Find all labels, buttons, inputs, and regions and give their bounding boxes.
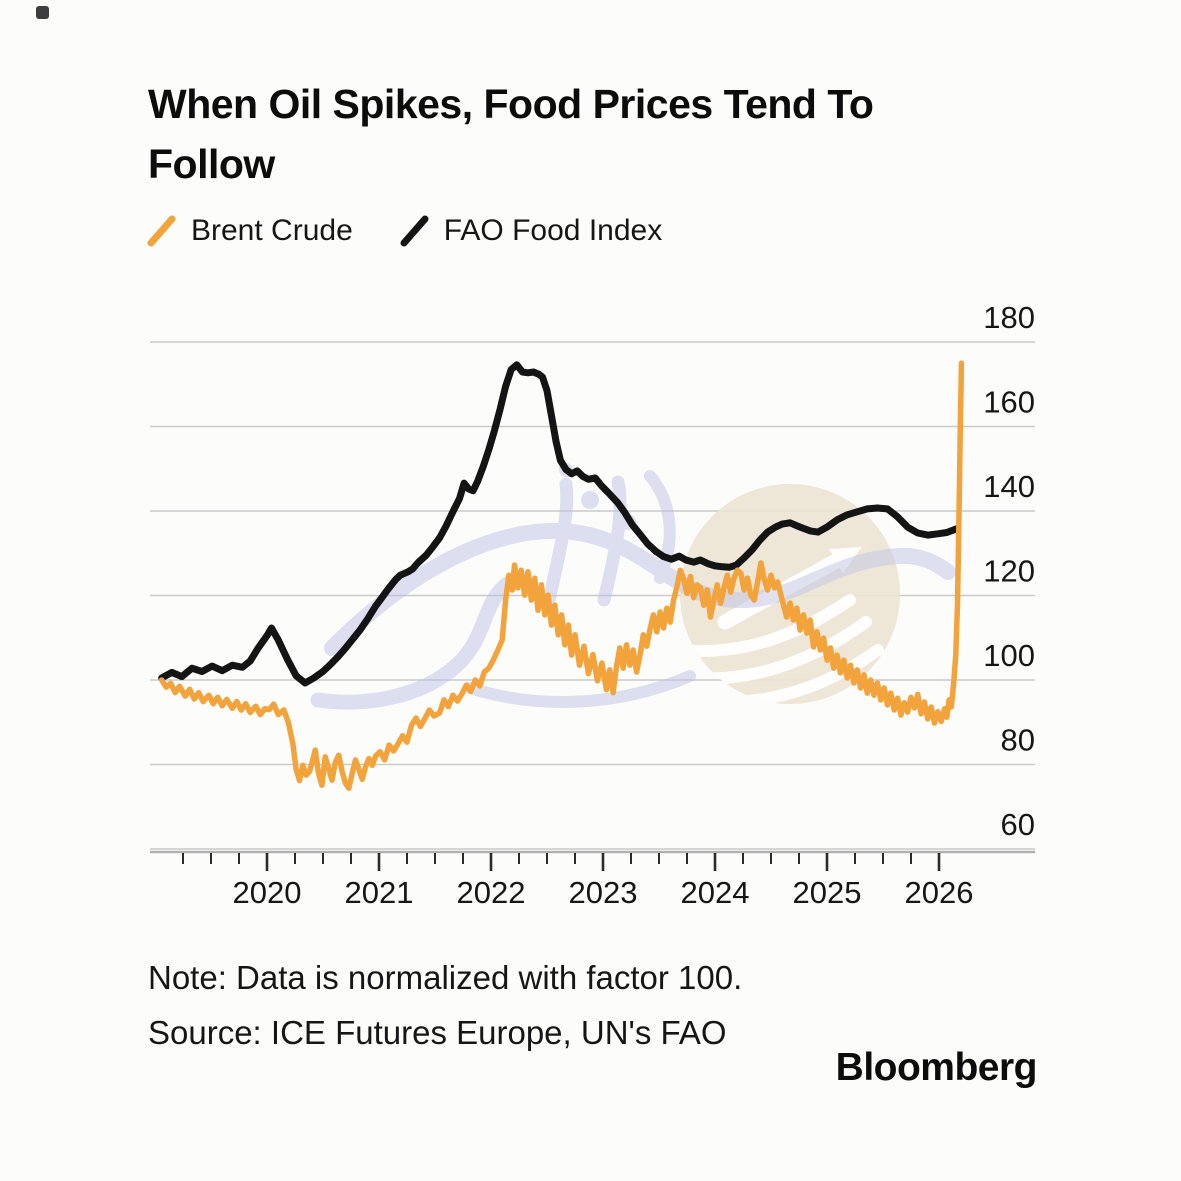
- svg-text:60: 60: [1001, 807, 1035, 842]
- legend: Brent Crude FAO Food Index: [146, 214, 662, 248]
- svg-text:2026: 2026: [905, 875, 974, 910]
- source-text: Source: ICE Futures Europe, UN's FAO: [148, 1014, 727, 1051]
- corner-artifact: [36, 6, 49, 19]
- bloomberg-logo: Bloomberg: [835, 1046, 1038, 1089]
- svg-text:120: 120: [983, 554, 1035, 589]
- chart-title: When Oil Spikes, Food Prices Tend To Fol…: [148, 74, 1088, 194]
- svg-text:2020: 2020: [233, 875, 302, 910]
- fao-line-swatch-icon: [400, 215, 429, 247]
- svg-text:2022: 2022: [457, 875, 526, 910]
- legend-label-brent-crude: Brent Crude: [191, 214, 353, 247]
- svg-text:2024: 2024: [681, 875, 750, 910]
- chart-title-line2: Follow: [148, 141, 275, 187]
- footnote-block: Note: Data is normalized with factor 100…: [148, 950, 742, 1060]
- series-brent-crude: [158, 360, 965, 791]
- svg-text:160: 160: [983, 385, 1035, 420]
- legend-item-fao-food-index: FAO Food Index: [399, 214, 662, 248]
- svg-text:2025: 2025: [793, 875, 862, 910]
- legend-item-brent-crude: Brent Crude: [146, 214, 353, 248]
- svg-text:2021: 2021: [345, 875, 414, 910]
- svg-text:140: 140: [983, 469, 1035, 504]
- svg-text:2023: 2023: [569, 875, 638, 910]
- brent-line-swatch-icon: [147, 215, 176, 247]
- svg-text:180: 180: [983, 300, 1035, 335]
- svg-text:80: 80: [1001, 723, 1035, 758]
- series-fao-food-index: [158, 361, 961, 687]
- legend-label-fao-food-index: FAO Food Index: [443, 214, 663, 247]
- chart-title-line1: When Oil Spikes, Food Prices Tend To: [148, 81, 874, 127]
- svg-text:100: 100: [983, 638, 1035, 673]
- note-text: Note: Data is normalized with factor 100…: [148, 959, 743, 996]
